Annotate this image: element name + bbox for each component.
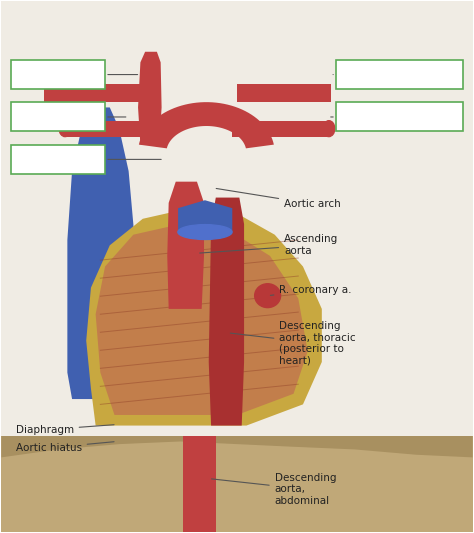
- Ellipse shape: [255, 284, 281, 308]
- Bar: [11, 144, 105, 174]
- Ellipse shape: [323, 120, 335, 136]
- Bar: [11, 60, 105, 89]
- Polygon shape: [209, 198, 244, 425]
- Bar: [11, 102, 105, 131]
- Polygon shape: [138, 52, 162, 144]
- Polygon shape: [139, 102, 274, 148]
- Text: Aortic arch: Aortic arch: [216, 189, 341, 209]
- Polygon shape: [232, 120, 327, 136]
- Polygon shape: [1, 415, 473, 457]
- Text: Descending
aorta,
abdominal: Descending aorta, abdominal: [211, 473, 336, 506]
- Ellipse shape: [178, 224, 232, 239]
- Polygon shape: [96, 224, 308, 415]
- Bar: [336, 102, 463, 131]
- Polygon shape: [86, 208, 322, 425]
- Polygon shape: [44, 84, 143, 102]
- Polygon shape: [167, 182, 204, 309]
- Text: Diaphragm: Diaphragm: [16, 425, 114, 435]
- Text: 2. Label the arteries of the aortic arch.: 2. Label the arteries of the aortic arch…: [16, 14, 258, 28]
- Text: Descending
aorta, thoracic
(posterior to
heart): Descending aorta, thoracic (posterior to…: [230, 321, 356, 366]
- Text: Ascending
aorta: Ascending aorta: [200, 235, 338, 256]
- Polygon shape: [183, 436, 216, 531]
- Polygon shape: [67, 120, 147, 136]
- Text: Aortic hiatus: Aortic hiatus: [16, 442, 114, 453]
- Polygon shape: [67, 108, 138, 399]
- Ellipse shape: [59, 120, 71, 136]
- Polygon shape: [1, 383, 473, 531]
- Polygon shape: [237, 84, 331, 102]
- Text: R. coronary a.: R. coronary a.: [270, 285, 352, 295]
- Polygon shape: [1, 2, 473, 436]
- Bar: [336, 60, 463, 89]
- Polygon shape: [178, 200, 232, 232]
